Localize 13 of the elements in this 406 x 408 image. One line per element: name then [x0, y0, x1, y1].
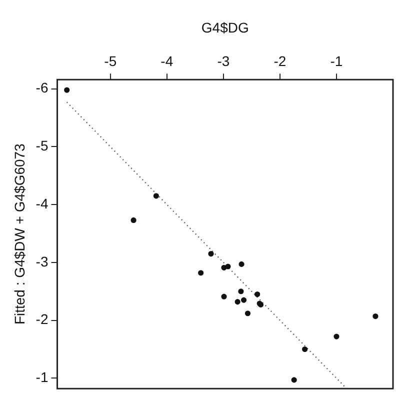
x-tick-label: -1 — [330, 53, 343, 70]
y-tick-label: -1 — [36, 369, 48, 386]
y-tick-label: -3 — [36, 253, 48, 270]
x-tick-label: -5 — [104, 53, 117, 70]
y-tick-label: -2 — [36, 311, 48, 328]
x-tick-label: -3 — [217, 53, 230, 70]
y-tick-label: -4 — [36, 195, 48, 212]
y-tick-label: -5 — [36, 138, 48, 154]
x-axis-title: G4$DG — [201, 19, 249, 36]
y-axis-title: Fitted : G4$DW + G4$G6073 — [11, 143, 28, 325]
x-tick-label: -2 — [274, 53, 286, 70]
y-tick-label: -6 — [36, 80, 48, 96]
x-tick-label: -4 — [160, 53, 174, 70]
